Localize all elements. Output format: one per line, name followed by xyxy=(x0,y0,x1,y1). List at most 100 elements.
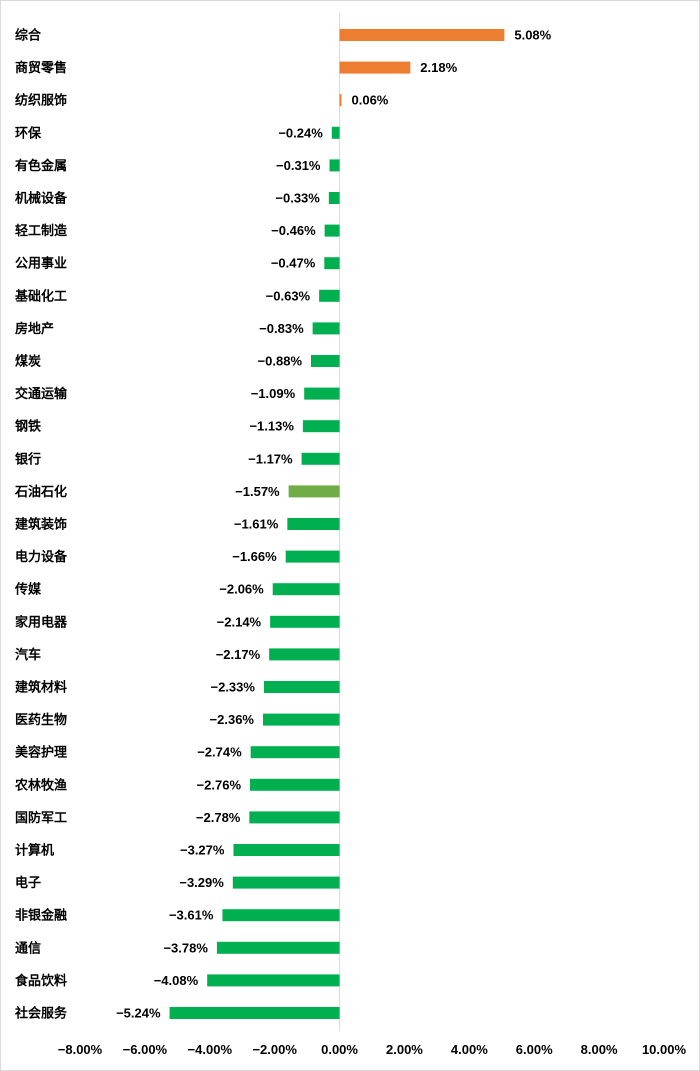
bar xyxy=(263,681,340,693)
x-tick-label: −2.00% xyxy=(252,1042,297,1057)
data-label: −0.47% xyxy=(271,256,316,271)
data-label: −3.27% xyxy=(180,843,225,858)
data-label: −2.17% xyxy=(216,647,261,662)
data-label: −2.76% xyxy=(197,777,242,792)
bar xyxy=(269,648,340,661)
bar xyxy=(339,94,342,107)
category-label: 传媒 xyxy=(14,582,42,598)
x-tick-label: 4.00% xyxy=(451,1042,488,1057)
x-tick-label: 8.00% xyxy=(581,1042,618,1057)
data-label: −4.08% xyxy=(154,973,199,988)
bar xyxy=(324,224,340,237)
category-label: 综合 xyxy=(15,28,42,44)
bar xyxy=(339,61,411,74)
category-label: 房地产 xyxy=(15,321,54,337)
x-tick-label: −6.00% xyxy=(123,1042,168,1057)
category-label: 纺织服饰 xyxy=(15,93,67,109)
bar xyxy=(233,844,340,856)
category-label: 钢铁 xyxy=(15,419,41,435)
category-label: 通信 xyxy=(15,940,41,956)
data-label: −0.33% xyxy=(275,191,320,206)
category-label: 电力设备 xyxy=(15,549,68,565)
data-label: −2.36% xyxy=(210,712,255,727)
bar xyxy=(262,713,340,726)
bar xyxy=(339,29,505,41)
bar xyxy=(319,289,340,302)
category-label: 社会服务 xyxy=(14,1006,68,1022)
bar xyxy=(216,941,340,954)
category-label: 商贸零售 xyxy=(15,60,67,76)
category-label: 农林牧渔 xyxy=(14,777,67,793)
data-label: 2.18% xyxy=(420,60,457,75)
bar xyxy=(331,126,340,139)
bar xyxy=(272,583,340,596)
bar xyxy=(329,159,340,172)
bar xyxy=(250,746,340,759)
bar xyxy=(207,974,340,987)
data-label: −0.31% xyxy=(276,158,321,173)
data-label: −1.66% xyxy=(232,549,277,564)
bar xyxy=(222,909,340,922)
data-label: −1.13% xyxy=(249,419,294,434)
bar xyxy=(249,811,340,824)
bar xyxy=(328,192,340,204)
category-label: 国防军工 xyxy=(15,810,67,826)
category-label: 汽车 xyxy=(15,647,41,663)
data-label: −5.24% xyxy=(116,1006,161,1021)
data-label: −2.14% xyxy=(217,614,262,629)
bar xyxy=(285,550,340,563)
category-label: 计算机 xyxy=(15,843,54,859)
data-label: −0.46% xyxy=(271,223,316,238)
data-label: −3.61% xyxy=(169,908,214,923)
data-label: −1.57% xyxy=(235,484,280,499)
bar xyxy=(311,355,340,367)
bar xyxy=(302,420,340,433)
data-label: −0.24% xyxy=(278,125,323,140)
category-label: 非银金融 xyxy=(15,908,67,924)
category-label: 有色金属 xyxy=(15,158,67,174)
data-label: −0.83% xyxy=(259,321,304,336)
category-label: 医药生物 xyxy=(15,712,67,728)
bar xyxy=(270,615,340,628)
data-label: −3.78% xyxy=(163,940,208,955)
x-tick-label: 10.00% xyxy=(642,1042,687,1057)
bar xyxy=(304,387,340,400)
data-label: −2.06% xyxy=(219,582,264,597)
bar xyxy=(250,778,340,791)
data-label: −3.29% xyxy=(179,875,224,890)
category-label: 石油石化 xyxy=(14,484,67,500)
category-label: 电子 xyxy=(15,875,41,891)
category-label: 建筑材料 xyxy=(15,680,67,696)
x-tick-label: 6.00% xyxy=(516,1042,553,1057)
category-label: 机械设备 xyxy=(15,191,68,207)
category-label: 煤炭 xyxy=(15,354,41,370)
data-label: −2.74% xyxy=(197,745,242,760)
x-tick-label: 2.00% xyxy=(386,1042,423,1057)
bar xyxy=(301,452,340,465)
category-label: 建筑装饰 xyxy=(15,517,67,533)
category-label: 银行 xyxy=(15,451,41,467)
x-tick-label: −8.00% xyxy=(58,1042,103,1057)
data-label: 0.06% xyxy=(352,93,389,108)
bar xyxy=(169,1007,340,1019)
data-label: −1.09% xyxy=(251,386,296,401)
data-label: −0.88% xyxy=(258,354,303,369)
category-label: 家用电器 xyxy=(15,614,68,630)
data-label: −1.61% xyxy=(234,517,279,532)
bar xyxy=(287,518,340,530)
data-label: −1.17% xyxy=(248,451,293,466)
category-label: 基础化工 xyxy=(14,288,67,304)
category-label: 轻工制造 xyxy=(15,223,68,239)
x-tick-label: −4.00% xyxy=(188,1042,233,1057)
bar xyxy=(324,257,340,270)
category-label: 美容护理 xyxy=(15,745,67,761)
x-tick-label: 0.00% xyxy=(321,1042,358,1057)
data-label: −0.63% xyxy=(266,288,311,303)
data-label: −2.33% xyxy=(211,680,256,695)
bar xyxy=(312,322,340,335)
bar xyxy=(288,485,340,498)
bar xyxy=(232,876,340,889)
category-label: 食品饮料 xyxy=(15,973,67,989)
